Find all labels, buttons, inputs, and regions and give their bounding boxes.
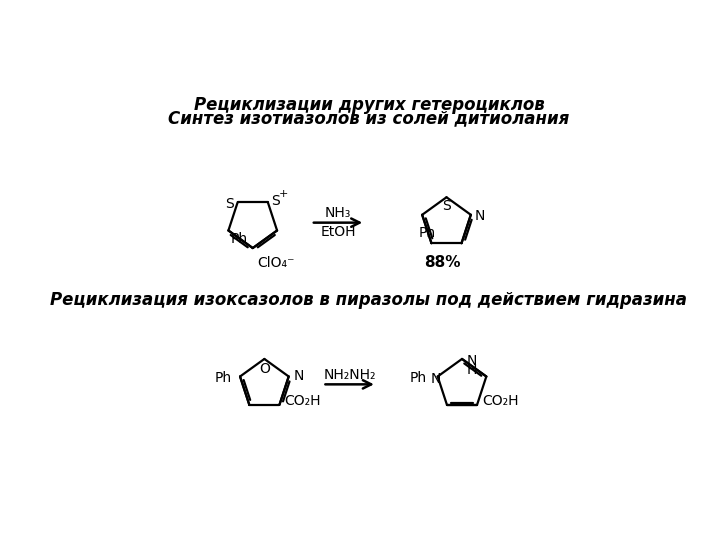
Text: ClO₄⁻: ClO₄⁻ bbox=[257, 256, 294, 269]
Text: N: N bbox=[467, 354, 477, 368]
Text: N: N bbox=[294, 369, 304, 383]
Text: Ph: Ph bbox=[230, 232, 248, 246]
Text: +: + bbox=[279, 190, 288, 199]
Text: S: S bbox=[271, 193, 280, 207]
Text: NH₂NH₂: NH₂NH₂ bbox=[323, 368, 376, 382]
Text: Ph: Ph bbox=[215, 371, 232, 385]
Text: CO₂H: CO₂H bbox=[482, 394, 518, 408]
Text: S: S bbox=[442, 199, 451, 213]
Text: 88%: 88% bbox=[424, 255, 461, 270]
Text: Рециклизации других гетероциклов: Рециклизации других гетероциклов bbox=[194, 96, 544, 114]
Text: Синтез изотиазолов из солей дитиолания: Синтез изотиазолов из солей дитиолания bbox=[168, 110, 570, 127]
Text: Рециклизация изоксазолов в пиразолы под действием гидразина: Рециклизация изоксазолов в пиразолы под … bbox=[50, 291, 688, 309]
Text: EtOH: EtOH bbox=[320, 225, 356, 239]
Text: S: S bbox=[225, 197, 234, 211]
Text: Ph: Ph bbox=[410, 371, 427, 385]
Text: Ph: Ph bbox=[419, 226, 436, 240]
Text: N: N bbox=[431, 372, 441, 386]
Text: NH₃: NH₃ bbox=[325, 206, 351, 220]
Text: H: H bbox=[467, 363, 477, 377]
Text: CO₂H: CO₂H bbox=[284, 394, 321, 408]
Text: N: N bbox=[475, 210, 485, 224]
Text: O: O bbox=[260, 362, 271, 376]
